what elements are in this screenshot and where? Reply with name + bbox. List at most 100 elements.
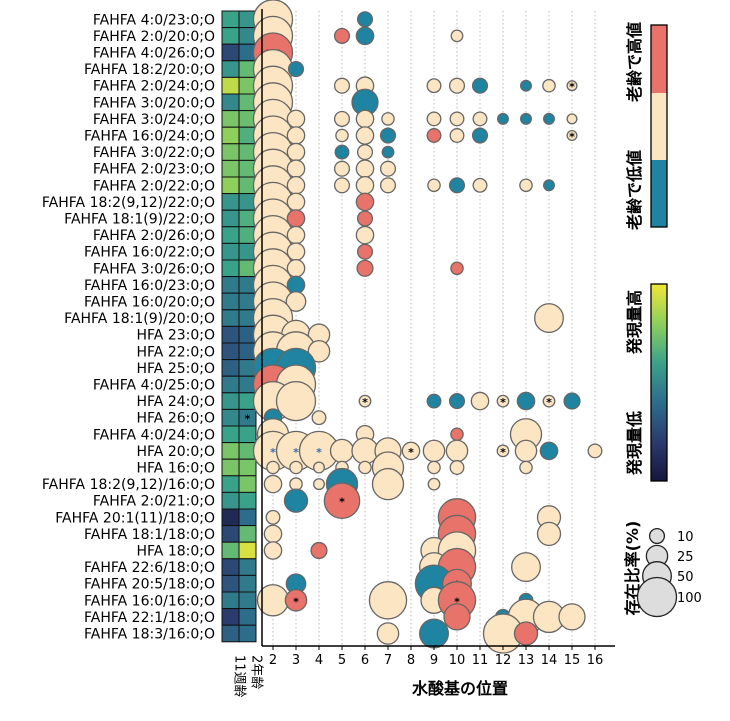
bubble-high_in_aged <box>333 27 351 44</box>
bubble-high_in_aged <box>355 192 375 212</box>
bubble-neutral <box>427 460 441 475</box>
x-tick-label: 13 <box>518 653 535 668</box>
bubble-neutral <box>307 339 331 363</box>
bubble-neutral <box>263 474 283 494</box>
heat-cell <box>221 392 240 410</box>
bubble-high_in_aged <box>356 210 374 227</box>
x-tick-label: 6 <box>361 653 369 668</box>
bubble-low_in_aged <box>356 11 374 28</box>
bubble-low_in_aged <box>543 112 555 125</box>
bubble-neutral <box>358 394 372 408</box>
heat-cell <box>221 342 240 361</box>
row-label: HFA 22:0;O <box>137 344 216 360</box>
axes: 2 3 4 5 6 7 8 9 10 11 12 13 14 15 16 水酸基の位置 11週齢 2年齢 <box>232 9 615 698</box>
bubble-neutral <box>263 524 283 544</box>
row-label: FAHFA 4:0/24:0;O <box>93 427 215 443</box>
bubble-low_in_aged <box>419 618 449 649</box>
row-label: HFA 24:0;O <box>137 394 216 410</box>
x-tick-label: 8 <box>407 653 415 668</box>
x-tick-label: 4 <box>315 653 323 668</box>
direction-color-high <box>651 25 667 93</box>
row-label: FAHFA 22:6/18:0;O <box>84 560 215 576</box>
bubble-neutral <box>335 128 349 143</box>
bubble-significance-star: * <box>270 446 276 459</box>
bubble-low_in_aged <box>520 112 532 125</box>
x-tick-label: 3 <box>292 653 300 668</box>
size-legend-label: 10 <box>677 530 694 545</box>
heat-cell <box>238 624 257 643</box>
x-tick-label: 15 <box>564 653 581 668</box>
bubble-neutral <box>379 160 397 177</box>
bubble-neutral <box>496 394 510 408</box>
row-label: FAHFA 16:0/24:0;O <box>84 129 215 145</box>
bubble-neutral <box>329 438 355 464</box>
row-label: HFA 25:0;O <box>137 361 216 377</box>
x-tick-label: 12 <box>495 653 512 668</box>
heat-cell <box>221 76 240 95</box>
row-label: HFA 23:0;O <box>137 328 216 344</box>
x-tick-label: 16 <box>587 653 604 668</box>
row-label: FAHFA 18:2(9,12)/16:0;O <box>42 477 215 493</box>
bubble-high_in_aged <box>284 588 308 612</box>
bubble-neutral <box>519 178 533 193</box>
expression-label-low: 発現量低 <box>625 411 644 476</box>
bubble-neutral <box>376 622 400 645</box>
bubble-low_in_aged <box>563 392 581 410</box>
bubble-neutral <box>289 460 303 475</box>
bubble-high_in_aged <box>356 259 374 277</box>
bubble-neutral <box>401 441 421 461</box>
expression-label-high: 発現量高 <box>625 290 644 355</box>
heat-cell <box>221 574 240 593</box>
size-legend-label: 100 <box>677 591 702 606</box>
bubble-neutral <box>427 477 441 491</box>
bubble-low_in_aged <box>448 177 466 194</box>
row-label: FAHFA 3:0/22:0;O <box>93 145 215 161</box>
heat-cell <box>221 259 240 278</box>
bubble-neutral <box>427 178 441 193</box>
bubble-neutral <box>379 177 397 194</box>
row-label: FAHFA 4:0/26:0;O <box>93 46 215 62</box>
bubble-low_in_aged <box>426 393 442 409</box>
row-label: FAHFA 3:0/26:0;O <box>93 261 215 277</box>
heat-cell <box>221 10 240 29</box>
heat-cell <box>221 193 240 211</box>
bubble-neutral <box>534 303 564 334</box>
heat-cell <box>221 27 240 45</box>
bubble-neutral <box>566 113 578 125</box>
heat-cell <box>221 209 240 228</box>
row-label: FAHFA 2:0/23:0;O <box>93 162 215 178</box>
row-label: FAHFA 2:0/20:0;O <box>93 29 215 45</box>
bubble-neutral <box>356 144 374 161</box>
heat-cell <box>221 458 240 477</box>
bubble-neutral <box>355 225 375 245</box>
row-label: FAHFA 16:0/20:0;O <box>84 295 215 311</box>
bubble-high_in_aged <box>450 261 464 276</box>
bubble-neutral <box>587 443 603 459</box>
bubble-neutral <box>422 439 446 463</box>
heat-cell <box>221 226 240 244</box>
row-label: FAHFA 2:0/22:0;O <box>93 178 215 194</box>
bubble-high_in_aged <box>443 603 471 631</box>
heat-cell <box>221 375 240 394</box>
bubble-neutral <box>445 439 469 463</box>
x-tick-label: 11 <box>472 653 489 668</box>
heat-significance-star: * <box>245 413 251 426</box>
bubble-low_in_aged <box>520 79 532 92</box>
heat-cell <box>238 558 257 576</box>
bubble-neutral <box>536 521 562 547</box>
heat-column-label: 2年齢 <box>249 655 264 689</box>
expression-heatmap: * <box>221 10 257 643</box>
heat-cell <box>221 143 240 161</box>
bubble-low_in_aged <box>283 488 309 513</box>
heat-cell <box>221 176 240 195</box>
bubble-neutral <box>519 460 533 475</box>
bubble-neutral <box>449 111 465 127</box>
heat-cell <box>221 608 240 626</box>
bubble-high_in_aged <box>513 621 539 646</box>
row-label: FAHFA 18:2/20:0;O <box>84 62 215 78</box>
heat-cell <box>238 591 257 610</box>
bubble-neutral <box>313 478 325 491</box>
